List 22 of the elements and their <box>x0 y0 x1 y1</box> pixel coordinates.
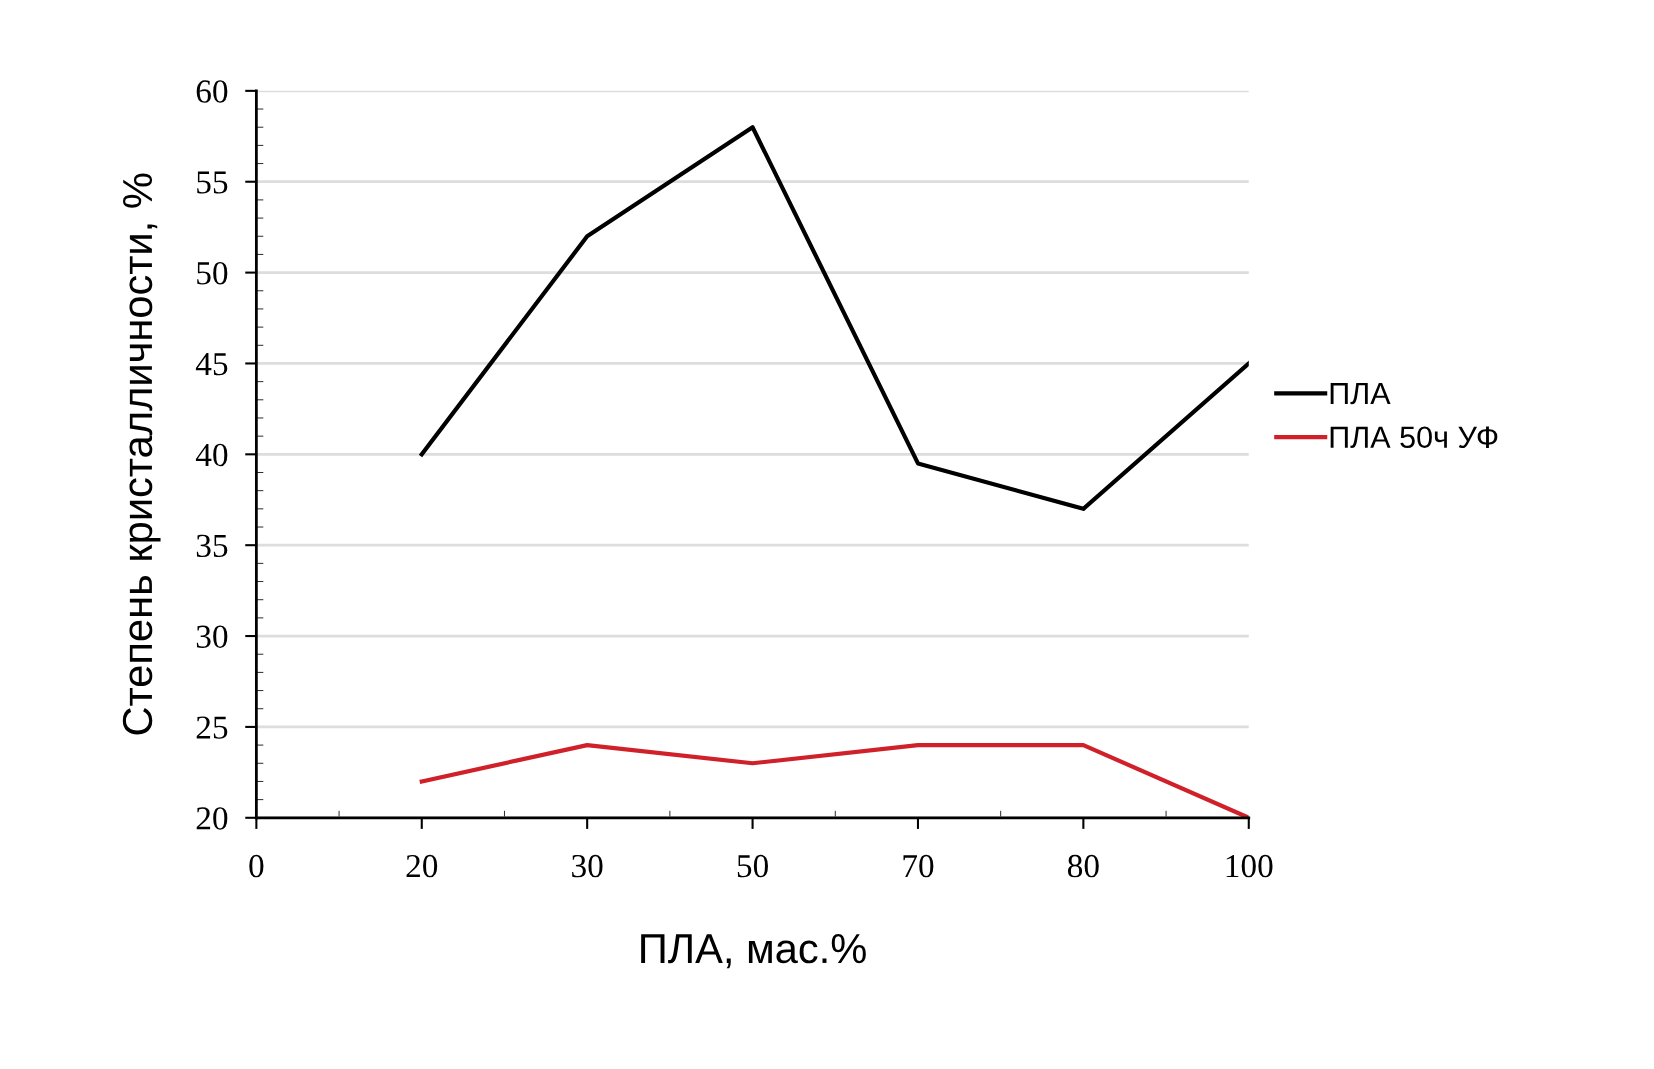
legend-label: ПЛА 50ч УФ <box>1330 426 1498 449</box>
x-tick-label: 50 <box>737 854 768 878</box>
x-tick-label: 80 <box>1067 854 1099 878</box>
y-tick-label: 55 <box>197 171 228 194</box>
y-tick-label: 60 <box>196 80 228 103</box>
x-tick-label: 30 <box>572 854 603 878</box>
x-tick-label: 0 <box>249 854 264 878</box>
x-axis-title: ПЛА, мас.% <box>641 934 866 969</box>
y-tick-label: 30 <box>196 625 228 648</box>
y-tick-label: 20 <box>196 807 228 830</box>
x-tick-label: 70 <box>903 854 934 878</box>
y-tick-label: 45 <box>195 353 228 376</box>
x-tick-label: 20 <box>406 854 438 878</box>
legend-label: ПЛА <box>1330 382 1391 405</box>
line-series <box>419 125 1249 511</box>
line-series <box>419 743 1249 818</box>
x-tick-label: 100 <box>1226 854 1273 878</box>
y-axis-title: Степень кристалличности, % <box>122 173 161 735</box>
y-tick-label: 40 <box>195 443 228 467</box>
y-tick-label: 35 <box>196 534 228 558</box>
y-tick-label: 50 <box>197 261 228 285</box>
y-tick-label: 25 <box>196 716 228 739</box>
